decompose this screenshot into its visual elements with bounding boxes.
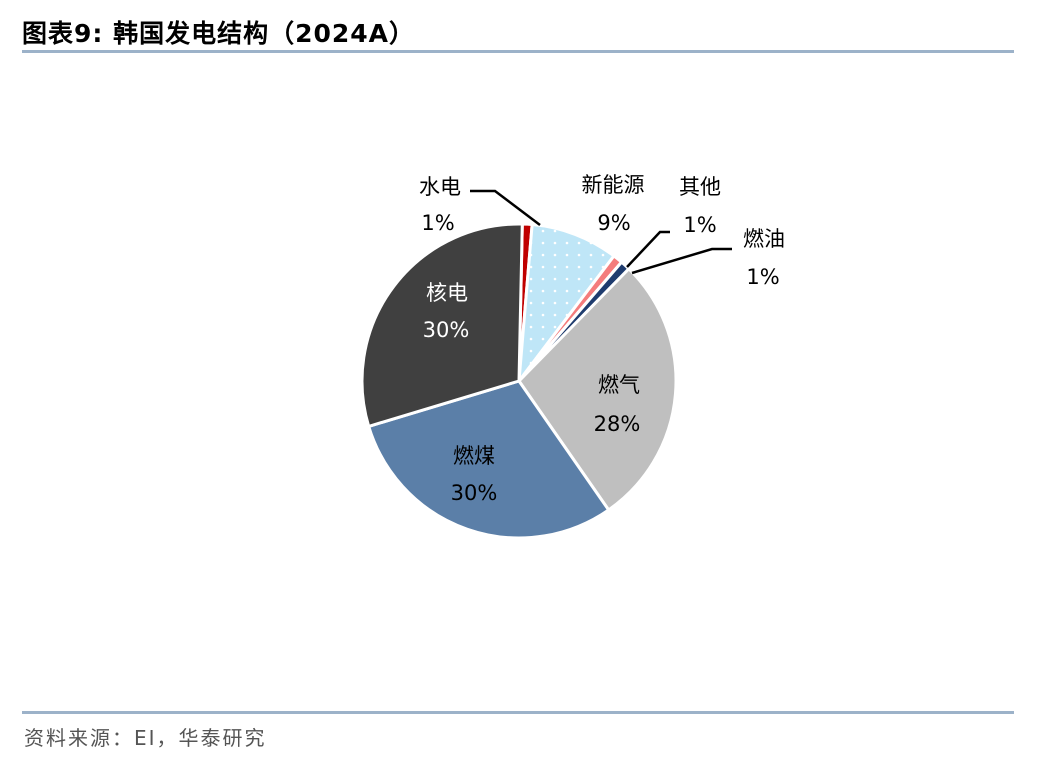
label-other-pct: 1% [683,213,716,237]
label-nuclear-pct: 30% [423,318,470,342]
label-nuclear-name: 核电 [426,281,468,305]
label-renew-name: 新能源 [582,173,645,197]
footer-divider [22,711,1014,714]
pie-slice-燃煤 [366,379,611,540]
pie-slice-燃气 [517,266,678,513]
label-renew-pct: 9% [597,211,630,235]
label-oil-pct: 1% [746,265,779,289]
label-hydro-name: 水电 [419,175,461,199]
chart-title: 图表9: 韩国发电结构（2024A） [22,19,416,48]
pie-slice-新能源 [517,222,617,387]
label-other-name: 其他 [679,175,721,199]
label-gas-name: 燃气 [598,373,640,397]
title-divider [22,50,1014,53]
label-gas-pct: 28% [594,412,641,436]
pie-slice-核电 [360,222,524,429]
label-coal-name: 燃煤 [453,444,495,468]
leader-line-other [626,230,670,268]
leader-line-hydro [470,189,541,226]
label-oil-name: 燃油 [743,227,785,251]
label-hydro-pct: 1% [421,211,454,235]
source-note: 资料来源：EI，华泰研究 [24,726,267,750]
leader-line-oil [631,247,732,275]
pie-slices [360,222,678,540]
label-coal-pct: 30% [451,481,498,505]
